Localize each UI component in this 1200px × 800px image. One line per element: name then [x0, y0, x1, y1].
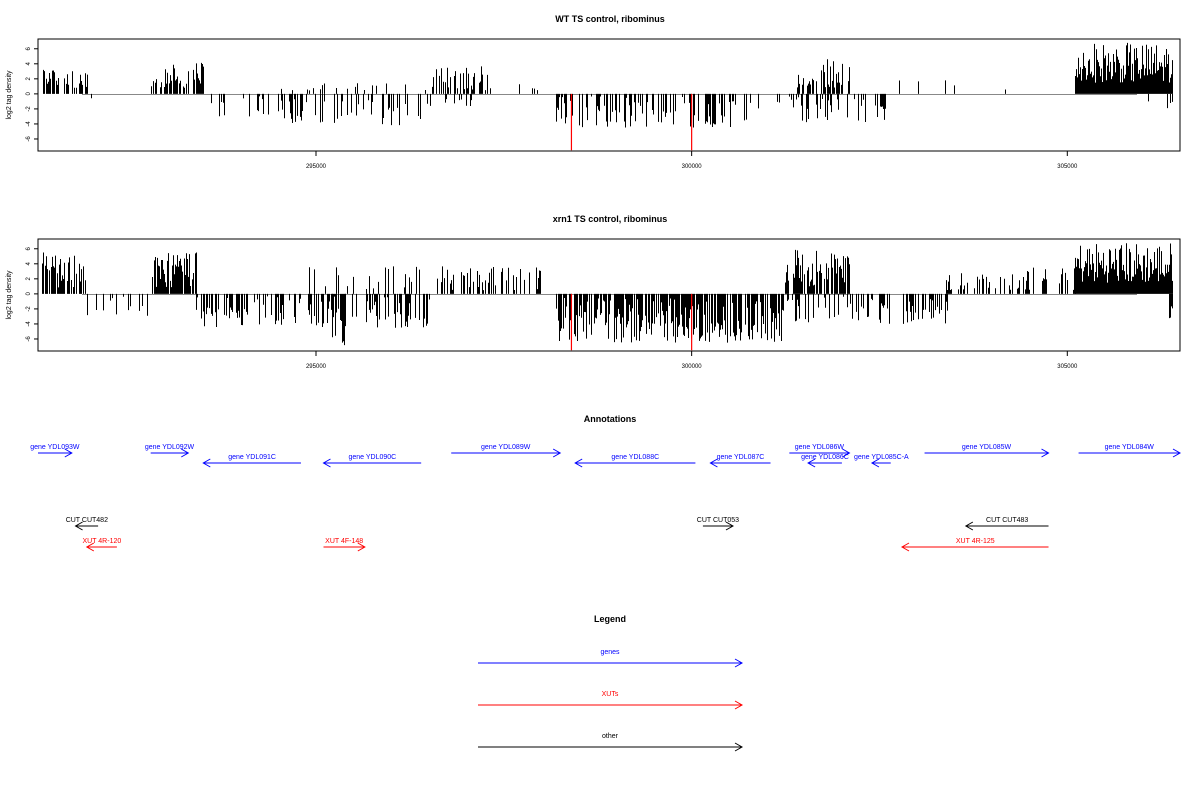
x-axis: 295000 300000 305000 [306, 151, 1078, 170]
legend-item: XUTs [478, 691, 744, 710]
panel-title: WT TS control, ribominus [555, 14, 665, 24]
feature-label: gene YDL085W [962, 444, 1012, 451]
feature-label: gene YDL088C [611, 454, 659, 461]
feature-arrow: gene YDL087C [709, 454, 771, 468]
highlight-bars [570, 93, 693, 151]
feature-arrow: CUT CUT483 [964, 517, 1049, 531]
legend-item: other [478, 733, 744, 752]
feature-label: gene YDL085C-A [854, 454, 909, 461]
feature-arrow: gene YDL088C [574, 454, 696, 468]
legend-item: genes [478, 649, 744, 668]
feature-label: XUT 4F-148 [325, 538, 363, 545]
y-tick-label: -6 [26, 136, 32, 142]
feature-label: gene YDL092W [145, 444, 195, 451]
feature-arrow: CUT CUT482 [66, 517, 108, 531]
feature-arrow: gene YDL091C [202, 454, 301, 468]
legend-label: genes [600, 649, 620, 656]
density-bars [42, 243, 1173, 346]
feature-label: gene YDL093W [30, 444, 80, 451]
feature-label: gene YDL086C [801, 454, 849, 461]
feature-label: XUT 4R-125 [956, 538, 995, 545]
feature-arrow: gene YDL092W [145, 444, 195, 458]
x-tick-label: 300000 [682, 164, 703, 170]
feature-arrow: gene YDL086C [801, 454, 849, 468]
legend-items: genes XUTs other [478, 649, 744, 752]
feature-arrow: gene YDL090C [322, 454, 422, 468]
legend: Legend genes XUTs other [478, 614, 744, 752]
y-axis-label: log2 tag density [6, 270, 13, 320]
x-axis: 295000 300000 305000 [306, 351, 1078, 370]
feature-label: gene YDL090C [348, 454, 396, 461]
y-tick-label: -2 [26, 306, 32, 312]
feature-arrow: gene YDL089W [451, 444, 562, 458]
y-tick-label: 4 [26, 61, 32, 65]
feature-label: gene YDL087C [717, 454, 765, 461]
feature-label: gene YDL091C [228, 454, 276, 461]
legend-label: other [602, 733, 619, 740]
y-axis-label: log2 tag density [6, 70, 13, 120]
xrn1-density-panel: xrn1 TS control, ribominus log2 tag dens… [6, 214, 1181, 370]
feature-arrow: gene YDL086W [789, 444, 851, 458]
annotations-track: Annotations gene YDL093W gene YDL092Wgene… [30, 414, 1182, 552]
y-tick-label: 0 [26, 92, 32, 96]
x-tick-label: 305000 [1057, 164, 1078, 170]
feature-arrow: XUT 4R-120 [82, 538, 121, 552]
feature-label: CUT CUT053 [697, 517, 739, 524]
feature-arrow: XUT 4F-148 [323, 538, 366, 552]
legend-title: Legend [594, 614, 626, 624]
feature-arrow: gene YDL085C-A [854, 454, 909, 468]
feature-label: gene YDL089W [481, 444, 531, 451]
feature-label: CUT CUT482 [66, 517, 108, 524]
feature-label: XUT 4R-120 [82, 538, 121, 545]
y-tick-label: 0 [26, 292, 32, 296]
y-tick-label: -4 [26, 121, 32, 127]
x-tick-label: 305000 [1057, 364, 1078, 370]
y-tick-label: 6 [26, 46, 32, 50]
feature-arrow: gene YDL085W [924, 444, 1050, 458]
feature-label: gene YDL084W [1105, 444, 1155, 451]
density-bars [43, 42, 1173, 128]
feature-arrow: CUT CUT053 [697, 517, 739, 531]
y-tick-label: 6 [26, 246, 32, 250]
highlight-bars [570, 293, 693, 351]
y-axis: 6 4 2 0 -2 -4 -6 [26, 46, 39, 142]
feature-label: CUT CUT483 [986, 517, 1028, 524]
feature-arrow: XUT 4R-125 [901, 538, 1049, 552]
x-tick-label: 300000 [682, 364, 703, 370]
x-tick-label: 295000 [306, 164, 327, 170]
feature-list: gene YDL093W gene YDL092W gene YDL091C gene… [30, 444, 1182, 552]
feature-arrow: gene YDL084W [1078, 444, 1182, 458]
annotations-title: Annotations [584, 414, 637, 424]
x-tick-label: 295000 [306, 364, 327, 370]
feature-arrow: gene YDL093W [30, 444, 80, 458]
y-tick-label: -4 [26, 321, 32, 327]
y-tick-label: 2 [26, 277, 32, 281]
y-tick-label: -6 [26, 336, 32, 342]
wt-density-panel: WT TS control, ribominus log2 tag densit… [6, 14, 1181, 170]
y-tick-label: 4 [26, 261, 32, 265]
y-tick-label: -2 [26, 106, 32, 112]
feature-label: gene YDL086W [795, 444, 845, 451]
y-axis: 6 4 2 0 -2 -4 -6 [26, 246, 39, 342]
y-tick-label: 2 [26, 77, 32, 81]
legend-label: XUTs [602, 691, 619, 698]
panel-title: xrn1 TS control, ribominus [553, 214, 668, 224]
